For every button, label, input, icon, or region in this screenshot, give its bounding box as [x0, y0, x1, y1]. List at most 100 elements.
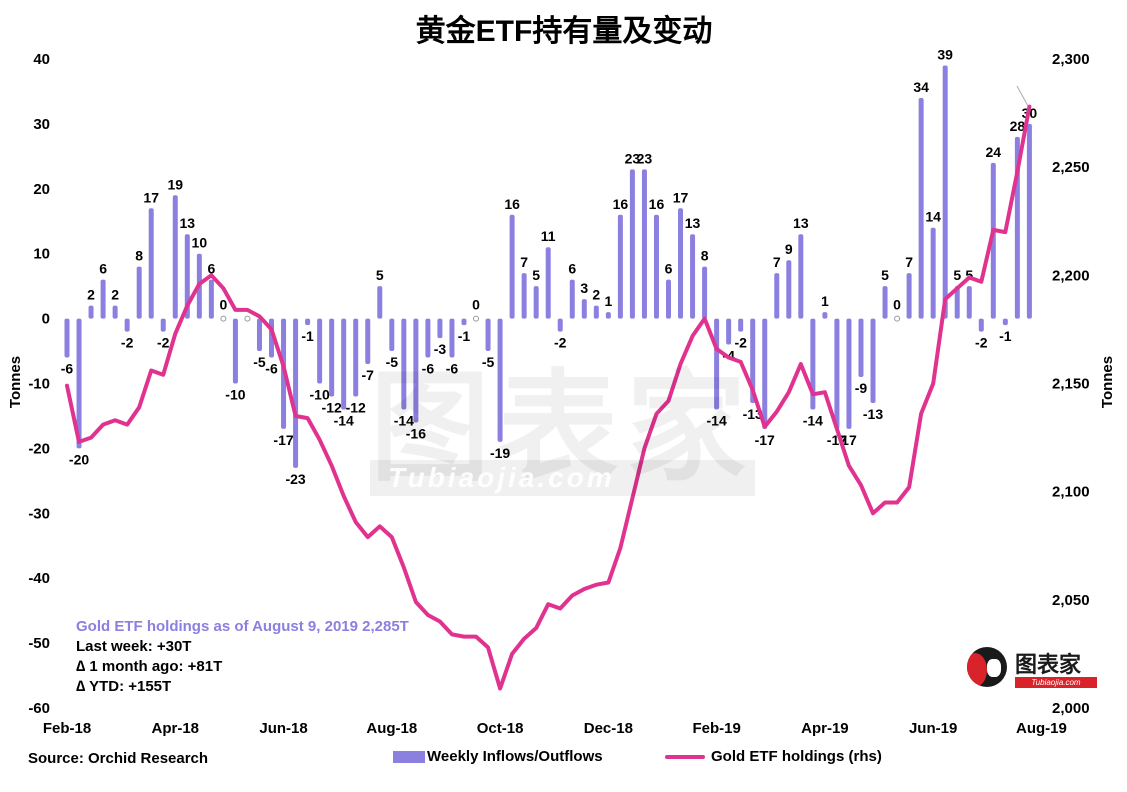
bar-data-label: 39 [937, 46, 953, 62]
bar-data-label: -14 [707, 412, 727, 428]
bar [172, 195, 178, 319]
bar-data-label: 2 [111, 287, 119, 303]
bar-data-label: -16 [406, 425, 426, 441]
x-tick-label: Jun-18 [259, 720, 307, 737]
bar [425, 318, 431, 358]
bar [750, 318, 756, 403]
bar-zero-marker [220, 315, 227, 322]
bar-data-label: 17 [143, 189, 159, 205]
bar-data-label: -2 [734, 335, 747, 351]
bar-data-label: -5 [386, 354, 399, 370]
legend-line-label: Gold ETF holdings (rhs) [711, 748, 882, 765]
note-ytd: ∆ YTD: +155T [76, 678, 172, 695]
bar [112, 305, 118, 319]
bar [64, 318, 70, 358]
bar-data-label: 17 [841, 432, 857, 448]
bar-data-label: 0 [219, 297, 227, 313]
bar-data-label: 1 [821, 293, 829, 309]
bar [305, 318, 311, 326]
bar-data-label: 2 [87, 287, 95, 303]
bar-data-label: -20 [69, 451, 89, 467]
bar [882, 286, 888, 319]
bar [401, 318, 407, 410]
bar [1026, 123, 1032, 319]
x-axis-ticks: Feb-18 Apr-18 Jun-18 Aug-18 Oct-18 Dec-18 Feb-… [43, 720, 1067, 737]
bar [136, 266, 142, 319]
bar-data-label: 28 [1010, 118, 1026, 134]
bar [557, 318, 563, 332]
bar [762, 318, 768, 429]
bar-data-label: 13 [685, 215, 701, 231]
bar [569, 279, 575, 319]
callout-leader [1016, 85, 1029, 107]
bar-data-label: -6 [422, 361, 435, 377]
right-tick-label: 2,150 [1052, 376, 1090, 393]
bar-data-label: 6 [665, 261, 673, 277]
bar-data-label: 14 [925, 209, 941, 225]
bar [822, 312, 828, 319]
note-last-week: Last week: +30T [76, 638, 192, 655]
bar [76, 318, 82, 449]
bar [774, 273, 780, 319]
right-tick-label: 2,000 [1052, 700, 1090, 717]
source-note: Source: Orchid Research [28, 750, 209, 767]
bar [437, 318, 443, 339]
left-tick-label: 40 [33, 51, 50, 68]
logo-head-icon [967, 647, 1007, 687]
bar-data-label: 5 [376, 267, 384, 283]
bar [449, 318, 455, 358]
legend-bar-swatch [393, 750, 425, 763]
bar [256, 318, 262, 352]
bar [329, 318, 335, 397]
logo-subtext: Tubiaojia.com [1015, 677, 1097, 688]
bar [365, 318, 371, 365]
bar-data-label: -17 [273, 432, 293, 448]
bar [738, 318, 744, 332]
x-tick-label: Apr-19 [801, 720, 849, 737]
bar-data-label: -5 [253, 354, 266, 370]
bar-data-label: 9 [785, 241, 793, 257]
bar-data-label: 16 [504, 196, 520, 212]
x-tick-label: Dec-18 [584, 720, 633, 737]
left-tick-label: 0 [42, 311, 50, 328]
bar-data-label: 13 [180, 215, 196, 231]
bar-data-label: 6 [207, 261, 215, 277]
bar-data-label: -7 [362, 367, 375, 383]
bar-data-label: 23 [625, 150, 641, 166]
bar [317, 318, 323, 384]
bar-data-label: 7 [905, 254, 913, 270]
bar [978, 318, 984, 332]
x-tick-label: Feb-19 [692, 720, 740, 737]
x-tick-label: Oct-18 [477, 720, 524, 737]
bar-data-label: 5 [532, 267, 540, 283]
x-tick-label: Apr-18 [152, 720, 200, 737]
left-axis-label: Tonnes [7, 356, 24, 408]
bar [641, 169, 647, 319]
bar-data-label: 8 [701, 248, 709, 264]
bar [593, 305, 599, 319]
bar [666, 279, 671, 319]
bar-data-label: -2 [975, 335, 988, 351]
bar-data-label: -2 [157, 335, 170, 351]
bar [605, 312, 611, 319]
bar [160, 318, 166, 332]
bar [918, 97, 924, 319]
bar [377, 286, 383, 319]
left-axis-ticks: 40 30 20 10 0 -10 -20 -30 -40 -50 -60 [28, 51, 50, 717]
bar-data-label: 7 [520, 254, 528, 270]
bar [208, 279, 214, 319]
bar-data-label: 3 [580, 280, 588, 296]
bar [690, 234, 696, 319]
bar-data-label: 2 [592, 287, 600, 303]
bar [88, 305, 94, 319]
bar [341, 318, 347, 410]
bar-zero-marker [894, 315, 901, 322]
bar [990, 162, 996, 319]
bar-data-label: 6 [99, 261, 107, 277]
bar-data-label: 5 [953, 267, 961, 283]
left-tick-label: -50 [28, 635, 50, 652]
bar-data-label: -1 [301, 328, 314, 344]
bar-data-label: -1 [999, 328, 1012, 344]
bar-data-label: -17 [755, 432, 775, 448]
